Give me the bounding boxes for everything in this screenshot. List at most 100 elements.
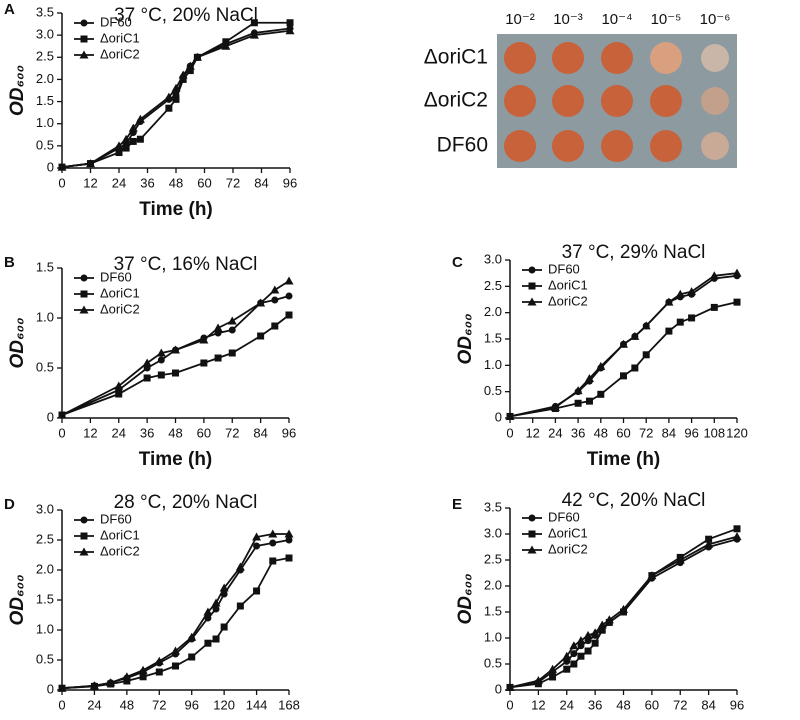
marker: [604, 615, 614, 624]
y-tick-label: 0: [47, 409, 54, 424]
y-tick-label: 1.5: [484, 603, 502, 618]
strain-label: ΔoriC2: [424, 89, 488, 112]
y-tick-label: 1.0: [484, 629, 502, 644]
marker: [687, 287, 697, 296]
legend-label: ΔoriC2: [100, 301, 140, 316]
strain-label: DF60: [437, 134, 488, 157]
marker: [253, 542, 261, 550]
dilution-label: 10⁻²: [505, 11, 535, 28]
marker: [733, 298, 741, 306]
x-tick-label: 48: [168, 425, 182, 440]
marker: [236, 602, 244, 610]
legend-label: ΔoriC2: [100, 46, 140, 61]
legend-marker: [79, 305, 89, 314]
marker: [211, 598, 221, 607]
marker: [139, 673, 147, 681]
y-tick-label: 1.5: [36, 259, 54, 274]
y-tick-label: 2.0: [484, 304, 502, 319]
y-tick-label: 3.5: [36, 4, 54, 19]
y-tick-label: 3.0: [484, 525, 502, 540]
x-tick-label: 24: [548, 425, 562, 440]
legend-marker: [80, 290, 88, 298]
marker: [142, 358, 152, 367]
marker: [179, 75, 187, 83]
legend-marker: [528, 514, 536, 522]
y-axis-label: OD₆₀₀: [7, 317, 28, 368]
marker: [577, 652, 585, 660]
strain-label: ΔoriC1: [424, 46, 488, 69]
x-tick-label: 72: [225, 425, 239, 440]
marker: [647, 571, 657, 580]
x-tick-label: 144: [246, 697, 268, 712]
marker: [157, 371, 165, 379]
dilution-label: 10⁻⁶: [700, 11, 731, 28]
y-tick-label: 0.5: [36, 651, 54, 666]
marker: [285, 26, 295, 35]
marker: [284, 529, 294, 538]
marker: [584, 647, 592, 655]
x-tick-label: 36: [140, 175, 154, 190]
legend-label: ΔoriC2: [548, 293, 588, 308]
marker: [590, 628, 600, 637]
marker: [114, 141, 124, 150]
marker: [164, 92, 174, 101]
marker: [219, 583, 229, 592]
legend-label: ΔoriC1: [100, 527, 140, 542]
marker: [214, 354, 222, 362]
marker: [227, 316, 237, 325]
marker: [733, 525, 741, 533]
marker: [585, 397, 593, 405]
y-tick-label: 2.5: [484, 278, 502, 293]
marker: [505, 682, 515, 691]
y-tick-label: 1.5: [36, 591, 54, 606]
x-tick-label: 96: [282, 425, 296, 440]
chart-title: 37 °C, 16% NaCl: [114, 254, 258, 275]
marker: [271, 296, 279, 304]
marker: [200, 359, 208, 367]
legend-label: ΔoriC1: [548, 525, 588, 540]
x-tick-label: 24: [560, 697, 574, 712]
legend-marker: [80, 516, 88, 524]
marker: [192, 52, 202, 61]
marker: [129, 137, 137, 145]
marker: [597, 620, 607, 629]
x-tick-label: 24: [112, 425, 126, 440]
marker: [171, 345, 180, 354]
panel-label: D: [4, 496, 15, 513]
legend-marker: [527, 297, 537, 306]
panel-label: A: [4, 1, 15, 18]
marker: [573, 386, 583, 395]
marker: [570, 660, 578, 668]
x-tick-label: 72: [152, 697, 166, 712]
marker: [596, 361, 606, 370]
marker: [732, 268, 742, 277]
marker: [676, 318, 684, 326]
marker: [171, 646, 180, 655]
marker: [256, 298, 266, 307]
marker: [597, 390, 605, 398]
x-axis-label: Time (h): [139, 449, 213, 470]
x-tick-label: 0: [506, 697, 513, 712]
y-tick-label: 3.5: [484, 499, 502, 514]
x-tick-label: 36: [140, 425, 154, 440]
marker: [574, 399, 582, 407]
legend-label: DF60: [100, 511, 132, 526]
x-tick-label: 84: [662, 425, 676, 440]
y-tick-label: 2.5: [484, 551, 502, 566]
x-tick-label: 12: [83, 175, 97, 190]
marker: [584, 374, 594, 382]
marker: [664, 297, 674, 306]
x-tick-label: 36: [571, 425, 585, 440]
marker: [710, 303, 718, 311]
x-tick-label: 72: [673, 697, 687, 712]
x-tick-label: 108: [703, 425, 725, 440]
marker: [122, 144, 130, 152]
panel-label: B: [4, 254, 15, 271]
y-tick-label: 3.0: [36, 501, 54, 516]
x-tick-label: 24: [87, 697, 101, 712]
y-tick-label: 1.5: [36, 93, 54, 108]
marker: [122, 672, 132, 681]
marker: [270, 285, 280, 294]
x-tick-label: 96: [730, 697, 744, 712]
